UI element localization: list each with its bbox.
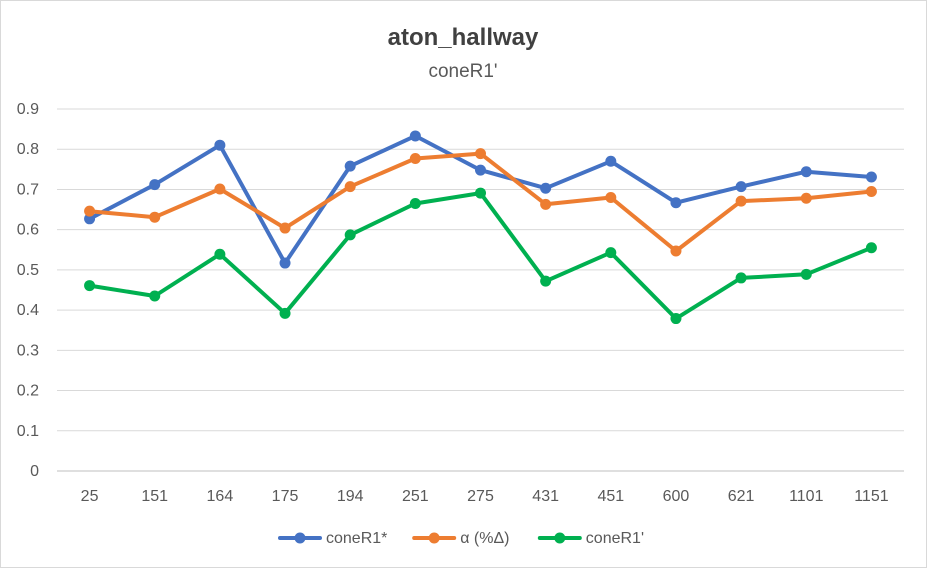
series-line <box>87 191 874 321</box>
y-tick-label: 0 <box>30 463 39 480</box>
data-point <box>605 247 617 259</box>
data-point <box>865 242 877 254</box>
y-tick-label: 0.1 <box>17 423 39 440</box>
legend: coneR1* α (%Δ) coneR1' <box>278 530 644 547</box>
data-point <box>735 272 747 284</box>
data-point <box>279 257 291 269</box>
data-point <box>865 171 877 183</box>
data-point <box>475 187 486 199</box>
data-point <box>344 160 356 172</box>
x-tick-label: 621 <box>728 488 755 505</box>
x-tick-label: 275 <box>467 488 494 505</box>
series-2 <box>84 148 877 257</box>
data-point <box>475 148 486 160</box>
x-axis-ticks: 25 151 164 175 194 251 275 431 451 600 621 1101 1151 <box>81 488 889 505</box>
chart-subtitle: coneR1' <box>428 61 497 82</box>
x-tick-label: 451 <box>597 488 624 505</box>
data-point <box>149 290 161 302</box>
y-tick-label: 0.8 <box>17 141 39 158</box>
legend-item: coneR1' <box>537 530 644 547</box>
gridlines <box>57 108 904 472</box>
legend-swatch-marker <box>554 532 566 544</box>
data-point <box>279 307 291 319</box>
data-point <box>84 213 96 225</box>
data-point <box>800 268 812 280</box>
data-point <box>409 152 421 164</box>
y-tick-label: 0.5 <box>17 262 39 279</box>
series-3 <box>84 187 877 325</box>
x-tick-label: 175 <box>272 488 299 505</box>
legend-item: coneR1* <box>278 530 387 547</box>
series-group <box>84 130 877 325</box>
chart-title: aton_hallway <box>388 24 539 51</box>
y-tick-label: 0.4 <box>17 302 39 319</box>
y-tick-label: 0.9 <box>17 101 39 118</box>
y-tick-label: 0.2 <box>17 383 39 400</box>
data-point <box>735 195 747 207</box>
data-point <box>84 280 96 292</box>
y-axis-ticks: 0 0.1 0.2 0.3 0.4 0.5 0.6 0.7 0.8 0.9 <box>17 101 39 480</box>
legend-swatch-marker <box>294 532 306 544</box>
data-point <box>800 192 812 204</box>
data-point <box>149 179 161 191</box>
data-point <box>540 182 552 194</box>
data-point <box>670 313 682 325</box>
legend-label: α (%Δ) <box>460 530 509 547</box>
data-point <box>149 211 161 223</box>
x-tick-label: 431 <box>532 488 559 505</box>
data-point <box>84 205 96 217</box>
data-point <box>670 197 682 209</box>
x-tick-label: 25 <box>81 488 99 505</box>
x-tick-label: 1101 <box>789 488 824 505</box>
data-point <box>475 164 486 176</box>
series-1 <box>84 130 877 269</box>
data-point <box>214 183 226 195</box>
data-point <box>409 198 421 210</box>
y-tick-label: 0.6 <box>17 222 39 239</box>
data-point <box>605 191 617 203</box>
y-tick-label: 0.7 <box>17 181 39 198</box>
data-point <box>409 130 421 142</box>
legend-label: coneR1' <box>586 530 644 547</box>
y-tick-label: 0.3 <box>17 342 39 359</box>
data-point <box>344 181 356 193</box>
data-point <box>214 248 226 260</box>
x-tick-label: 251 <box>402 488 429 505</box>
data-point <box>344 229 356 241</box>
data-point <box>800 166 812 178</box>
data-point <box>605 155 617 167</box>
data-point <box>865 185 877 197</box>
x-tick-label: 164 <box>207 488 234 505</box>
data-point <box>214 139 226 151</box>
data-point <box>735 181 747 193</box>
legend-swatch-marker <box>428 532 440 544</box>
x-tick-label: 194 <box>337 488 364 505</box>
data-point <box>279 222 291 234</box>
x-tick-label: 600 <box>663 488 690 505</box>
data-point <box>670 245 682 257</box>
legend-item: α (%Δ) <box>412 530 509 547</box>
legend-label: coneR1* <box>326 530 387 547</box>
x-tick-label: 1151 <box>854 488 889 505</box>
x-tick-label: 151 <box>141 488 168 505</box>
data-point <box>540 275 552 287</box>
data-point <box>540 198 552 210</box>
